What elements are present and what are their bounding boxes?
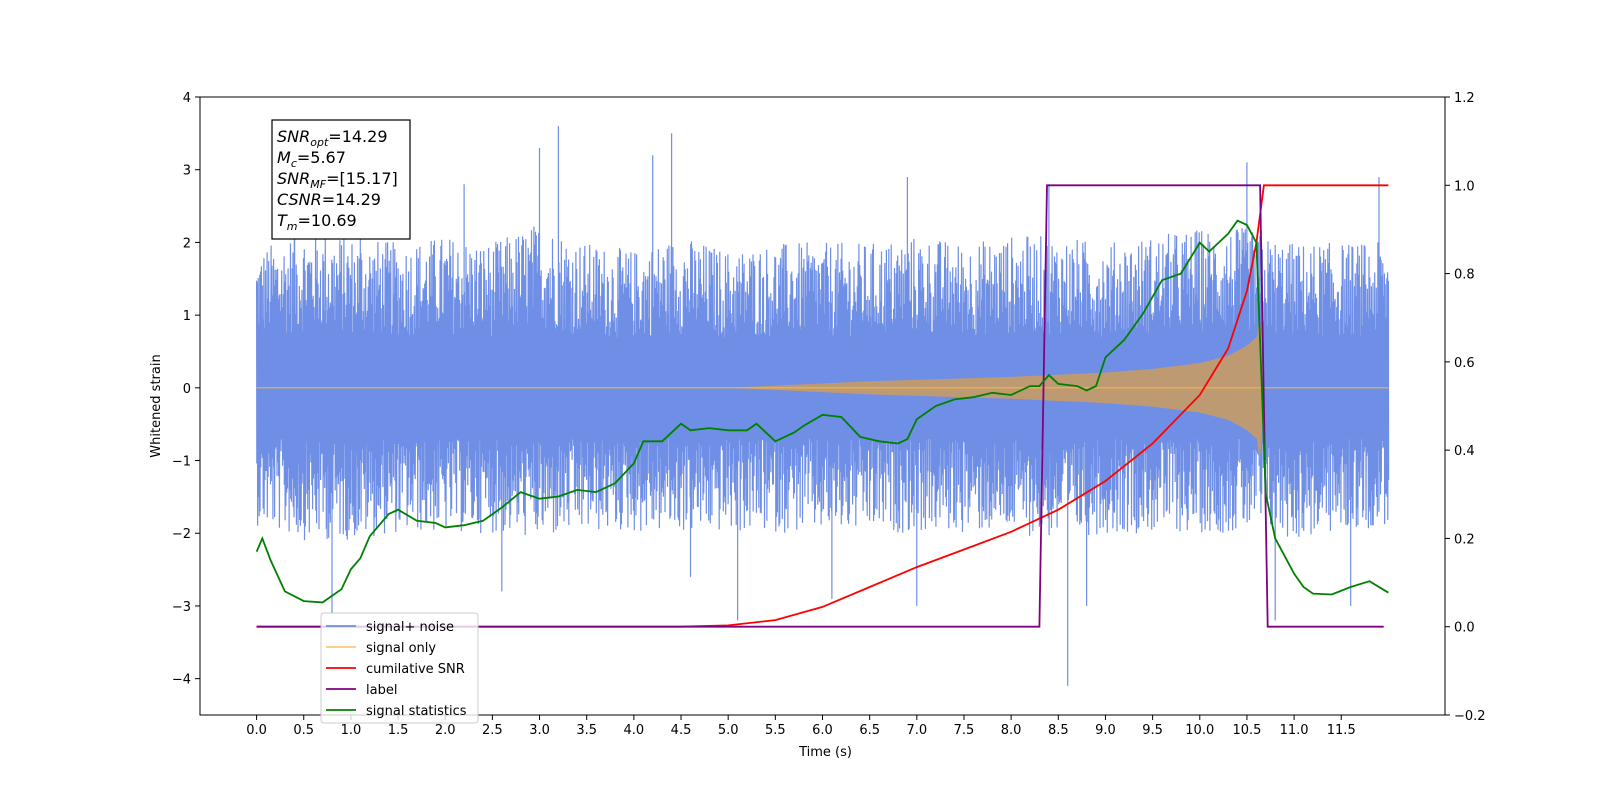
x-tick-label: 7.0 bbox=[906, 723, 927, 738]
y2-tick-label: −0.2 bbox=[1454, 709, 1486, 724]
x-tick-label: 9.0 bbox=[1095, 723, 1116, 738]
y-tick-label: 0 bbox=[183, 382, 191, 397]
stats-line: CSNR=14.29 bbox=[277, 190, 381, 209]
stats-subscript: c bbox=[291, 157, 297, 170]
stats-value: =[15.17] bbox=[326, 169, 398, 188]
x-tick-label: 2.5 bbox=[482, 723, 503, 738]
x-tick-label: 4.5 bbox=[671, 723, 692, 738]
x-tick-label: 11.0 bbox=[1280, 723, 1309, 738]
x-tick-label: 3.5 bbox=[576, 723, 597, 738]
x-tick-label: 0.0 bbox=[246, 723, 267, 738]
stats-annotation: SNRopt=14.29Mc=5.67SNRMF=[15.17]CSNR=14.… bbox=[271, 119, 411, 240]
y-axis-label: Whitened strain bbox=[149, 354, 164, 457]
series-label bbox=[256, 184, 1384, 628]
x-tick-label: 8.0 bbox=[1001, 723, 1022, 738]
y-tick-label: −1 bbox=[172, 455, 191, 470]
x-tick-label: 6.0 bbox=[812, 723, 833, 738]
x-tick-label: 8.5 bbox=[1048, 723, 1069, 738]
y-tick-label: 1 bbox=[183, 309, 191, 324]
x-tick-label: 1.5 bbox=[388, 723, 409, 738]
series-signal-noise bbox=[256, 126, 1390, 686]
stats-value: =14.29 bbox=[328, 127, 387, 146]
y2-tick-label: 0.2 bbox=[1454, 532, 1475, 547]
legend-label: signal only bbox=[366, 641, 436, 656]
stats-value: =10.69 bbox=[298, 211, 357, 230]
x-tick-label: 5.0 bbox=[718, 723, 739, 738]
stats-subscript: m bbox=[287, 220, 298, 233]
stats-value: =14.29 bbox=[322, 190, 381, 209]
stats-line: Mc=5.67 bbox=[277, 148, 346, 170]
y2-tick-label: 0.6 bbox=[1454, 356, 1475, 371]
legend: signal+ noise signal only cumilative SNR la… bbox=[320, 612, 479, 724]
stats-value: =5.67 bbox=[297, 148, 346, 167]
x-tick-label: 0.5 bbox=[293, 723, 314, 738]
x-tick-label: 2.0 bbox=[435, 723, 456, 738]
y2-tick-label: 1.0 bbox=[1454, 179, 1475, 194]
stats-symbol: SNR bbox=[277, 127, 310, 146]
series-signal-statistics bbox=[255, 219, 1389, 604]
legend-box bbox=[320, 612, 479, 724]
legend-label: label bbox=[366, 683, 397, 698]
stats-subscript: MF bbox=[310, 178, 326, 191]
y2-tick-label: 1.2 bbox=[1454, 91, 1475, 106]
x-tick-label: 6.5 bbox=[859, 723, 880, 738]
y-tick-label: 3 bbox=[183, 164, 191, 179]
stats-line: SNRMF=[15.17] bbox=[277, 169, 398, 191]
plot-area bbox=[255, 126, 1390, 686]
x-tick-label: 4.0 bbox=[624, 723, 645, 738]
stats-symbol: CSNR bbox=[277, 190, 322, 209]
y2-tick-label: 0.0 bbox=[1454, 621, 1475, 636]
x-tick-label: 10.5 bbox=[1232, 723, 1261, 738]
stats-symbol: M bbox=[277, 148, 291, 167]
x-tick-label: 3.0 bbox=[529, 723, 550, 738]
y-tick-label: 4 bbox=[183, 91, 191, 106]
stats-subscript: opt bbox=[310, 136, 329, 149]
x-tick-label: 10.0 bbox=[1185, 723, 1214, 738]
y2-tick-label: 0.8 bbox=[1454, 268, 1475, 283]
y-tick-label: −3 bbox=[172, 600, 191, 615]
stats-line: SNRopt=14.29 bbox=[277, 127, 388, 149]
legend-label: signal statistics bbox=[366, 704, 467, 719]
legend-label: signal+ noise bbox=[366, 620, 454, 635]
x-tick-label: 5.5 bbox=[765, 723, 786, 738]
x-tick-label: 1.0 bbox=[341, 723, 362, 738]
stats-line: Tm=10.69 bbox=[277, 211, 357, 233]
stats-box bbox=[271, 119, 411, 240]
y-tick-label: −4 bbox=[172, 673, 191, 688]
x-tick-label: 9.5 bbox=[1142, 723, 1163, 738]
x-tick-label: 7.5 bbox=[954, 723, 975, 738]
stats-symbol: T bbox=[277, 211, 288, 230]
series-cumilative-snr bbox=[256, 184, 1389, 628]
y2-tick-label: 0.4 bbox=[1454, 444, 1475, 459]
x-axis-label: Time (s) bbox=[798, 745, 852, 760]
y-tick-label: −2 bbox=[172, 527, 191, 542]
legend-label: cumilative SNR bbox=[366, 662, 465, 677]
axes: 0.0 0.5 1.0 1.5 2.0 2.5 3.0 3.5 4.0 4.5 5.0 5.5 6.0 6… bbox=[149, 91, 1486, 760]
x-tick-label: 11.5 bbox=[1327, 723, 1356, 738]
y-tick-label: 2 bbox=[183, 236, 191, 251]
stats-symbol: SNR bbox=[277, 169, 310, 188]
